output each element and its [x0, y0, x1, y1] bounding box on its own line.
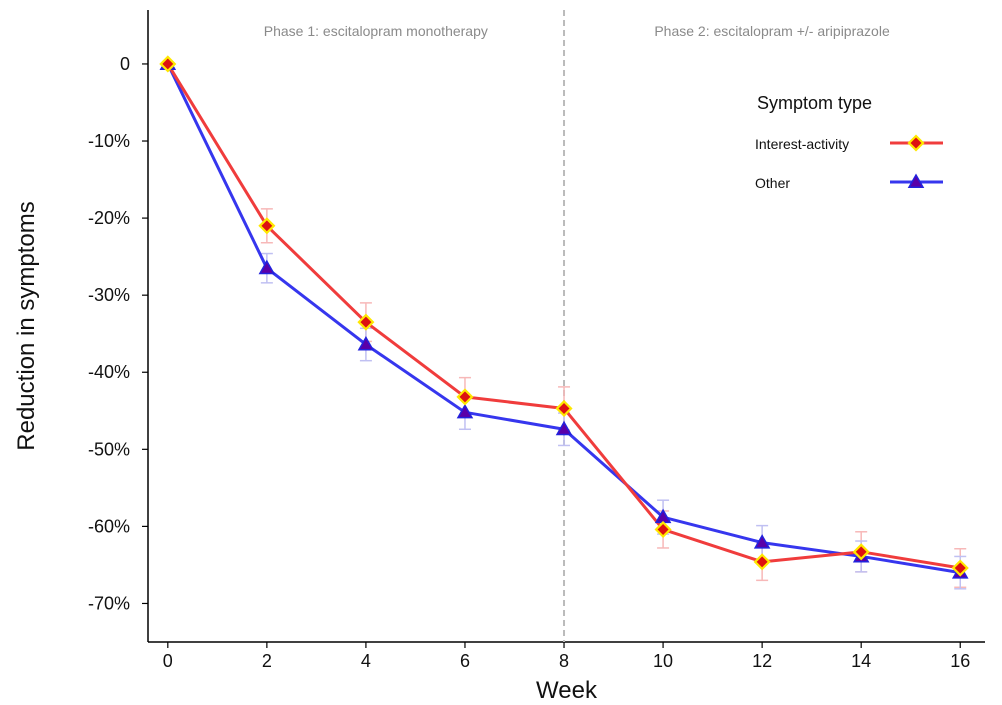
data-point-triangle — [456, 403, 474, 419]
data-point-diamond — [852, 543, 870, 561]
data-point-triangle — [357, 335, 375, 351]
x-tick-label: 14 — [851, 651, 871, 671]
phase-label: Phase 2: escitalopram +/- aripiprazole — [654, 23, 890, 39]
x-tick-label: 6 — [460, 651, 470, 671]
legend: Symptom type Interest-activity Other — [755, 93, 943, 191]
y-tick-label: -60% — [88, 516, 130, 536]
x-tick-label: 10 — [653, 651, 673, 671]
axes: 0 -10% -20% -30% -40% -50% -60% -70% 0 2 4 6 8 10 12 14… — [13, 10, 985, 704]
data-point-triangle — [258, 259, 276, 275]
y-axis-title: Reduction in symptoms — [13, 201, 40, 450]
x-tick-label: 12 — [752, 651, 772, 671]
data-point-diamond — [555, 399, 573, 418]
series-layer — [159, 55, 969, 590]
x-tick-label: 16 — [950, 651, 970, 671]
x-tick-label: 4 — [361, 651, 371, 671]
x-tick-label: 8 — [559, 651, 569, 671]
error-bars-other — [260, 252, 967, 590]
data-point-diamond — [456, 388, 474, 406]
y-tick-label: 0 — [120, 54, 130, 74]
x-tick-label: 0 — [163, 651, 173, 671]
data-point-diamond — [357, 313, 375, 331]
data-point-diamond — [159, 55, 177, 73]
legend-title: Symptom type — [757, 93, 872, 113]
y-tick-label: -20% — [88, 208, 130, 228]
y-tick-label: -30% — [88, 285, 130, 305]
data-point-diamond — [753, 553, 771, 571]
error-bars-interest-activity — [260, 208, 967, 589]
y-tick-label: -50% — [88, 439, 130, 459]
data-point-triangle — [753, 534, 771, 549]
data-point-diamond — [907, 134, 925, 152]
x-axis-title: Week — [536, 677, 598, 704]
phase-annotations: Phase 1: escitalopram monotherapy Phase 2… — [264, 23, 890, 39]
legend-label: Interest-activity — [755, 136, 849, 152]
data-point-triangle — [907, 173, 925, 188]
markers-interest-activity — [159, 55, 969, 577]
y-tick-label: -70% — [88, 593, 130, 613]
y-tick-label: -40% — [88, 362, 130, 382]
data-point-diamond — [951, 559, 969, 577]
x-tick-label: 2 — [262, 651, 272, 671]
y-tick-label: -10% — [88, 131, 130, 151]
legend-label: Other — [755, 175, 790, 191]
data-point-diamond — [654, 520, 672, 539]
data-point-diamond — [258, 217, 276, 235]
data-point-triangle — [555, 420, 573, 436]
phase-label: Phase 1: escitalopram monotherapy — [264, 23, 488, 39]
